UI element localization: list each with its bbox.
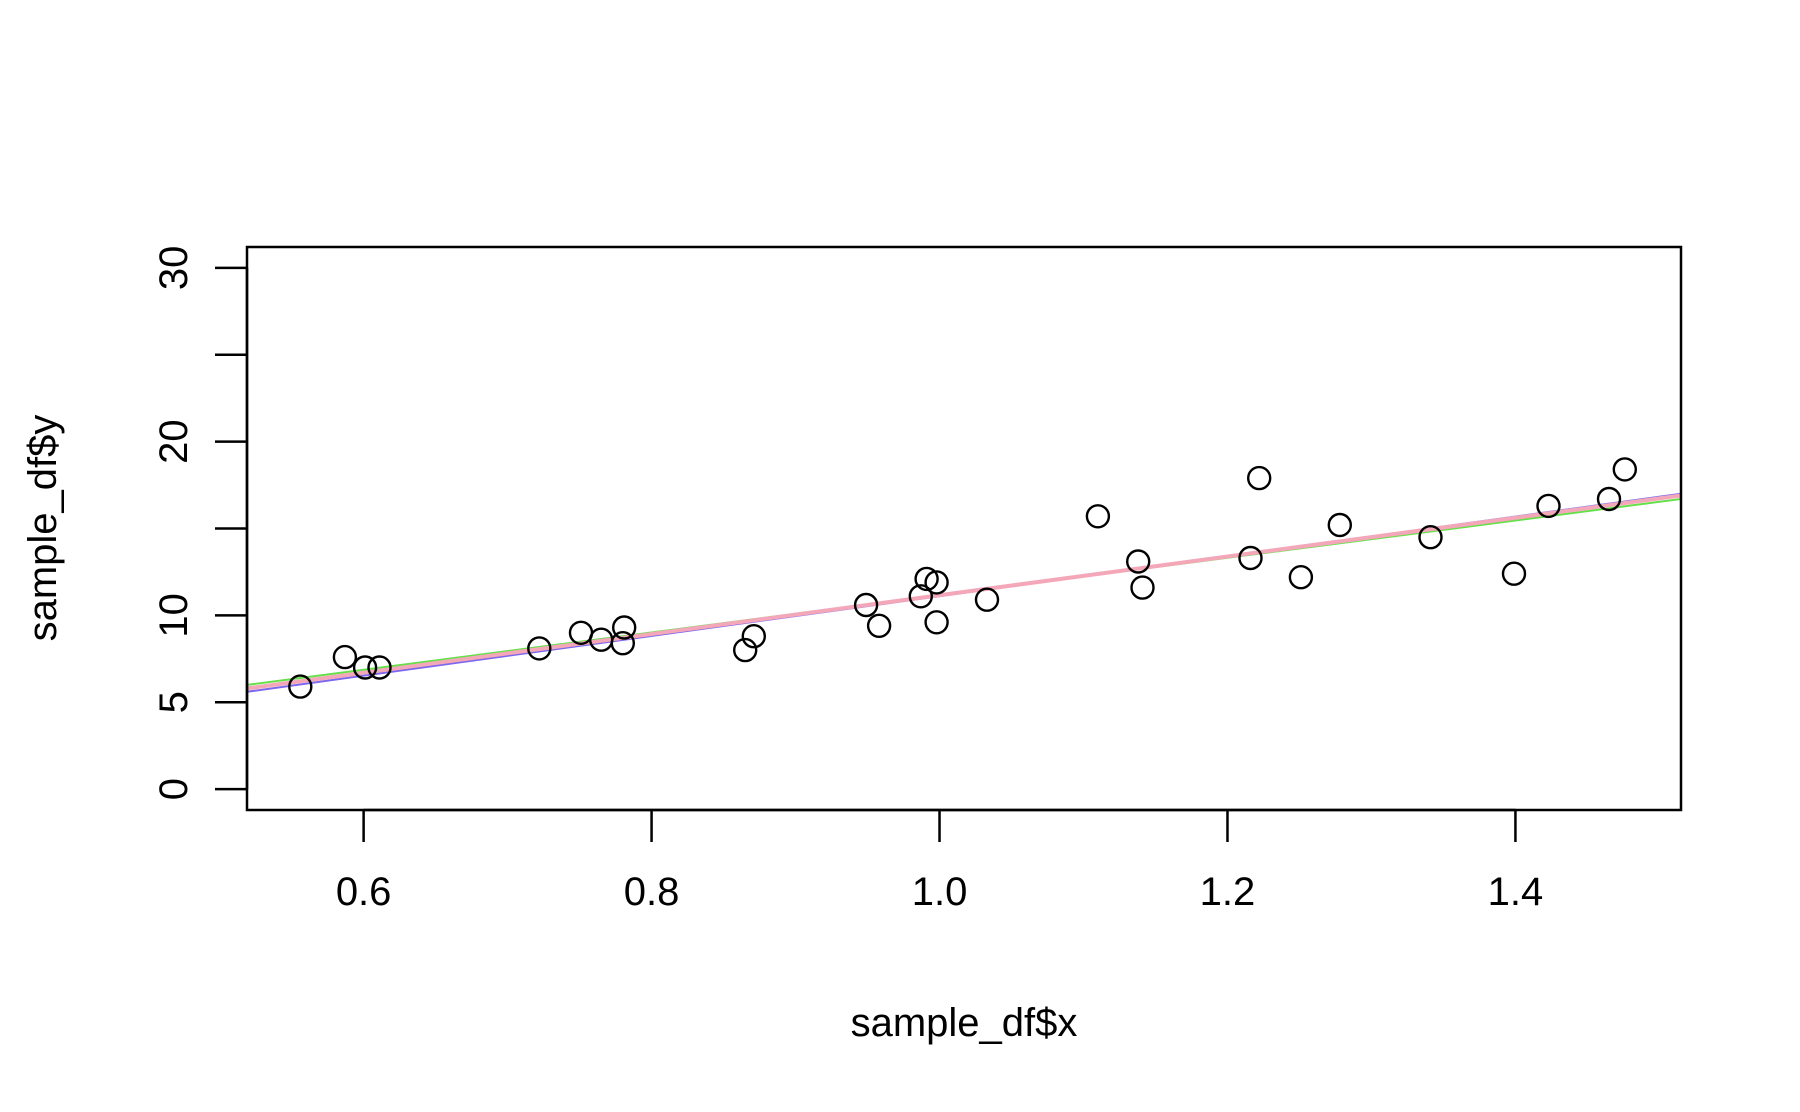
- data-point-23: [1246, 465, 1272, 491]
- data-point-5: [527, 636, 552, 661]
- data-point-30: [1612, 457, 1638, 482]
- data-points: [288, 457, 1638, 699]
- x-tick-label: 0.8: [624, 870, 680, 914]
- y-tick-label: 0: [152, 778, 196, 800]
- data-point-15: [914, 566, 939, 592]
- data-point-28: [1536, 493, 1561, 519]
- data-point-21: [1130, 575, 1155, 600]
- data-point-16: [924, 610, 949, 635]
- data-point-3: [352, 655, 378, 680]
- fit-lines: [247, 492, 1681, 693]
- data-point-17: [924, 570, 949, 595]
- data-point-12: [853, 592, 879, 618]
- x-tick-label: 1.4: [1488, 870, 1544, 914]
- data-point-13: [866, 613, 892, 638]
- data-point-8: [610, 631, 635, 656]
- data-point-27: [1501, 561, 1527, 586]
- y-tick-label: 10: [152, 593, 196, 638]
- data-point-1: [288, 674, 313, 699]
- y-tick-label: 5: [152, 691, 196, 713]
- y-axis-title: sample_df$y: [21, 415, 65, 642]
- y-tick-label: 20: [152, 419, 196, 464]
- x-tick-label: 0.6: [336, 870, 392, 914]
- x-tick-label: 1.0: [912, 870, 968, 914]
- data-point-26: [1418, 525, 1443, 550]
- x-axis: 0.6 0.8 1.0 1.2 1.4: [336, 808, 1544, 914]
- data-point-14: [908, 584, 933, 609]
- data-point-4: [367, 655, 392, 680]
- y-tick-label: 30: [152, 246, 196, 291]
- x-tick-label: 1.2: [1200, 870, 1256, 914]
- data-point-20: [1125, 549, 1151, 574]
- fit-line-3: [247, 493, 1681, 691]
- data-point-2: [332, 644, 358, 670]
- data-point-25: [1327, 512, 1353, 538]
- y-axis: 0 5 10 20 30: [152, 246, 249, 800]
- data-point-22: [1238, 545, 1263, 571]
- data-point-24: [1288, 565, 1314, 590]
- data-point-10: [733, 637, 758, 663]
- data-point-9: [612, 615, 637, 640]
- x-axis-title: sample_df$x: [851, 1001, 1078, 1045]
- data-point-29: [1596, 486, 1622, 512]
- data-point-11: [741, 624, 766, 649]
- data-point-18: [974, 587, 1000, 612]
- data-point-19: [1085, 504, 1111, 529]
